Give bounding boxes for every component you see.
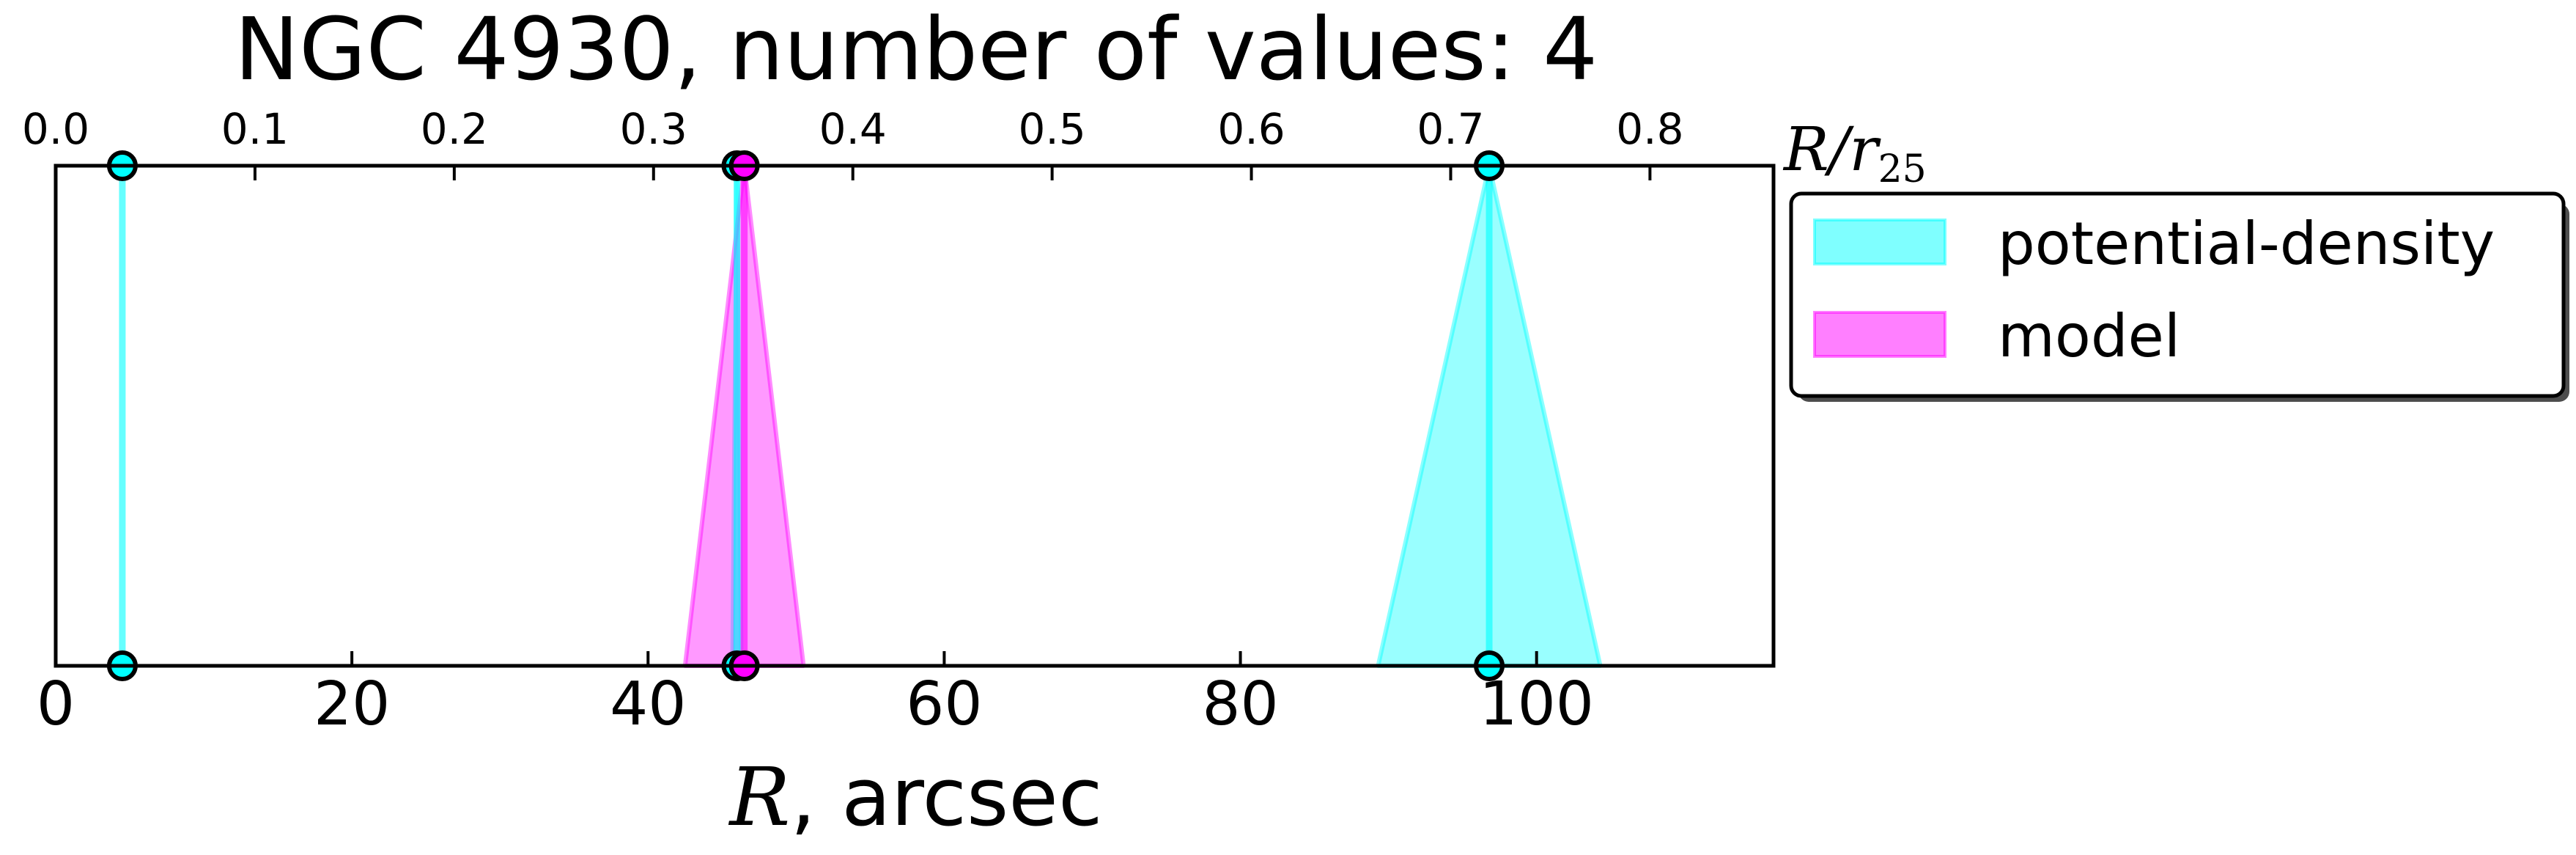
top-tick-label-2: 0.2 xyxy=(421,104,488,154)
top-tick-label-7: 0.7 xyxy=(1417,104,1484,154)
x-tick-label-4: 80 xyxy=(1202,669,1278,739)
x-axis-label: R, arcsec xyxy=(728,750,1103,844)
x-tick-label-5: 100 xyxy=(1479,669,1594,739)
x-tick-label-2: 40 xyxy=(610,669,686,739)
legend-label-potential-density: potential-density xyxy=(1998,210,2495,278)
top-tick-label-3: 0.3 xyxy=(620,104,687,154)
data-marks xyxy=(106,150,1603,681)
legend: potential-density model xyxy=(1789,191,2569,402)
legend-swatch-model xyxy=(1813,311,1946,358)
chart-title: NGC 4930, number of values: 4 xyxy=(235,0,1598,100)
x-tick-label-1: 20 xyxy=(314,669,390,739)
legend-frame xyxy=(1789,191,2566,398)
top-axis-label: R/r25 xyxy=(1782,115,1927,191)
top-tick-label-8: 0.8 xyxy=(1616,104,1683,154)
plot-frame xyxy=(53,164,1776,668)
legend-swatch-potential-density xyxy=(1813,219,1946,265)
axes: 0 20 40 60 80 100 0.0 0.1 0.2 0.3 0.4 0.5 0.6 0.7 0.8 xyxy=(22,104,1776,739)
top-tick-label-1: 0.1 xyxy=(221,104,289,154)
top-tick-label-4: 0.4 xyxy=(819,104,887,154)
top-tick-label-5: 0.5 xyxy=(1019,104,1086,154)
top-tick-label-6: 0.6 xyxy=(1217,104,1285,154)
x-tick-label-0: 0 xyxy=(37,669,75,739)
x-tick-label-3: 60 xyxy=(906,669,982,739)
top-tick-label-0: 0.0 xyxy=(22,104,89,154)
legend-label-model: model xyxy=(1998,302,2180,370)
